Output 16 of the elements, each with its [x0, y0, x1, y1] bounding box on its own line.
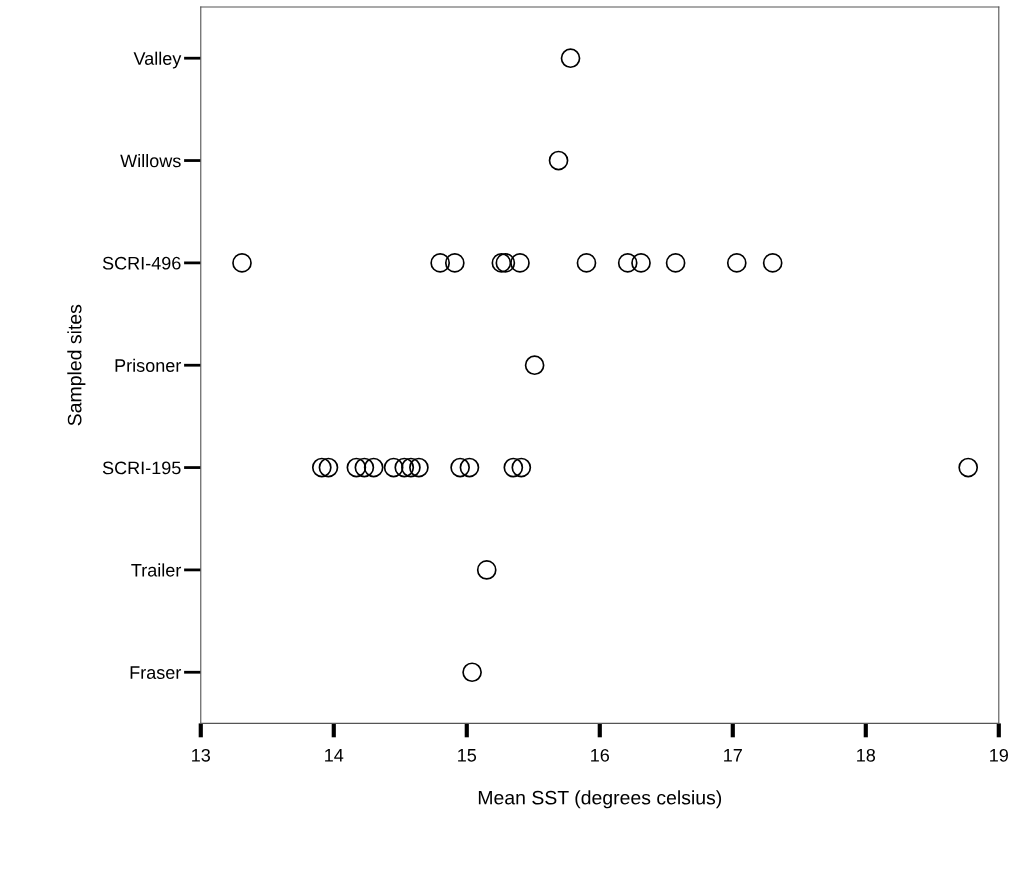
x-tick-label: 18 — [857, 748, 876, 762]
y-tick-label: Valley — [133, 51, 182, 69]
x-tick-label: 17 — [724, 749, 742, 762]
y-axis-title: Sampled sites — [67, 304, 86, 426]
x-tick-label: 13 — [192, 748, 211, 762]
y-tick-label: Trailer — [131, 563, 182, 577]
y-tick-label: Fraser — [130, 666, 182, 679]
y-tick-label: Willows — [120, 154, 181, 168]
x-tick-label: 14 — [325, 749, 344, 762]
x-tick-label: 19 — [990, 748, 1008, 762]
y-tick-label: Prisoner — [115, 358, 182, 372]
y-tick-label: SCRI-496 — [102, 256, 181, 270]
x-tick-label: 16 — [591, 748, 610, 762]
y-tick-label: SCRI-195 — [102, 461, 181, 475]
x-tick-label: 15 — [458, 749, 477, 762]
x-axis-title: Mean SST (degrees celsius) — [478, 790, 722, 809]
